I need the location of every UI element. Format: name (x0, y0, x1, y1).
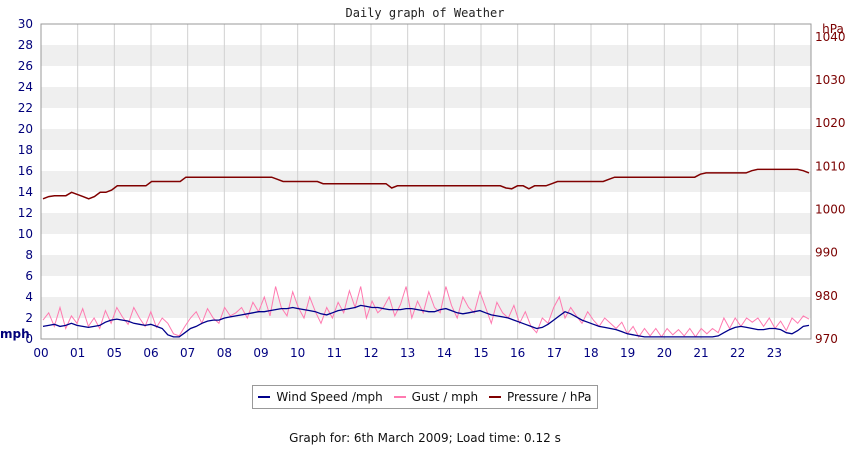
right-tick-label: 980 (815, 289, 838, 303)
x-tick-label: 23 (767, 346, 782, 360)
x-tick-label: 19 (620, 346, 635, 360)
left-tick-label: 6 (25, 269, 33, 283)
series-line-wind (42, 304, 810, 338)
chart-legend: Wind Speed /mph Gust / mph Pressure / hP… (252, 385, 598, 409)
series-layer (42, 168, 810, 338)
right-axis-ticks: 970 980 990 1000 1010 1020 1030 1040 (815, 30, 846, 346)
right-tick-label: 1010 (815, 159, 846, 173)
right-tick-label: 970 (815, 332, 838, 346)
footer-status: Graph for: 6th March 2009; Load time: 0.… (289, 431, 561, 445)
legend-item-wind: Wind Speed /mph (258, 390, 383, 404)
plot-grid (77, 24, 775, 339)
left-tick-label: 16 (18, 164, 33, 178)
legend-label-gust: Gust / mph (411, 390, 479, 404)
left-axis-unit: mph (0, 327, 30, 341)
left-tick-label: 8 (25, 248, 33, 262)
left-tick-label: 12 (18, 206, 33, 220)
plot-bands (41, 45, 811, 318)
plot-band (41, 171, 811, 192)
left-tick-label: 10 (18, 227, 33, 241)
x-axis-ticks: 00 01 05 06 07 08 09 10 11 12 13 14 15 16 17 18 19 20 21 22… (33, 346, 782, 360)
left-tick-label: 20 (18, 122, 33, 136)
legend-swatch-wind (258, 396, 271, 398)
left-tick-label: 26 (18, 59, 33, 73)
legend-swatch-pressure (488, 396, 501, 398)
left-tick-label: 0 (25, 332, 33, 346)
series-line-pressure (42, 168, 810, 200)
right-tick-label: 990 (815, 246, 838, 260)
x-tick-label: 13 (400, 346, 415, 360)
plot-band (41, 87, 811, 108)
x-tick-label: 07 (180, 346, 195, 360)
legend-label-wind: Wind Speed /mph (276, 390, 383, 404)
left-tick-label: 30 (18, 17, 33, 31)
left-tick-label: 14 (18, 185, 33, 199)
plot-band (41, 255, 811, 276)
x-tick-label: 08 (217, 346, 232, 360)
legend-label-pressure: Pressure / hPa (506, 390, 592, 404)
legend-item-pressure: Pressure / hPa (488, 390, 592, 404)
plot-frame (40, 23, 812, 340)
right-tick-label: 1030 (815, 73, 846, 87)
x-tick-label: 10 (290, 346, 305, 360)
left-tick-label: 18 (18, 143, 33, 157)
x-tick-label: 00 (33, 346, 48, 360)
plot-band (41, 129, 811, 150)
left-tick-label: 28 (18, 38, 33, 52)
x-tick-label: 09 (253, 346, 268, 360)
series-line-gust (42, 286, 810, 338)
x-tick-label: 01 (70, 346, 85, 360)
right-tick-label: 1020 (815, 116, 846, 130)
x-tick-label: 15 (473, 346, 488, 360)
x-tick-label: 21 (693, 346, 708, 360)
left-tick-label: 4 (25, 290, 33, 304)
x-tick-label: 20 (657, 346, 672, 360)
x-tick-label: 16 (510, 346, 525, 360)
x-tick-label: 17 (547, 346, 562, 360)
x-tick-label: 18 (583, 346, 598, 360)
plot-band (41, 45, 811, 66)
x-tick-label: 12 (363, 346, 378, 360)
plot-band (41, 297, 811, 318)
legend-swatch-gust (393, 396, 406, 398)
x-tick-label: 22 (730, 346, 745, 360)
chart-title: Daily graph of Weather (346, 6, 505, 20)
right-tick-label: 1040 (815, 30, 846, 44)
x-tick-label: 06 (143, 346, 158, 360)
left-tick-label: 24 (18, 80, 33, 94)
x-tick-label: 11 (327, 346, 342, 360)
right-tick-label: 1000 (815, 203, 846, 217)
right-axis-unit: hPa (822, 22, 844, 36)
plot-band (41, 213, 811, 234)
weather-chart: Daily graph of Weather 02468101214161820… (0, 6, 846, 360)
left-tick-label: 22 (18, 101, 33, 115)
x-tick-label: 14 (437, 346, 452, 360)
legend-item-gust: Gust / mph (393, 390, 479, 404)
x-tick-label: 05 (107, 346, 122, 360)
left-tick-label: 2 (25, 311, 33, 325)
